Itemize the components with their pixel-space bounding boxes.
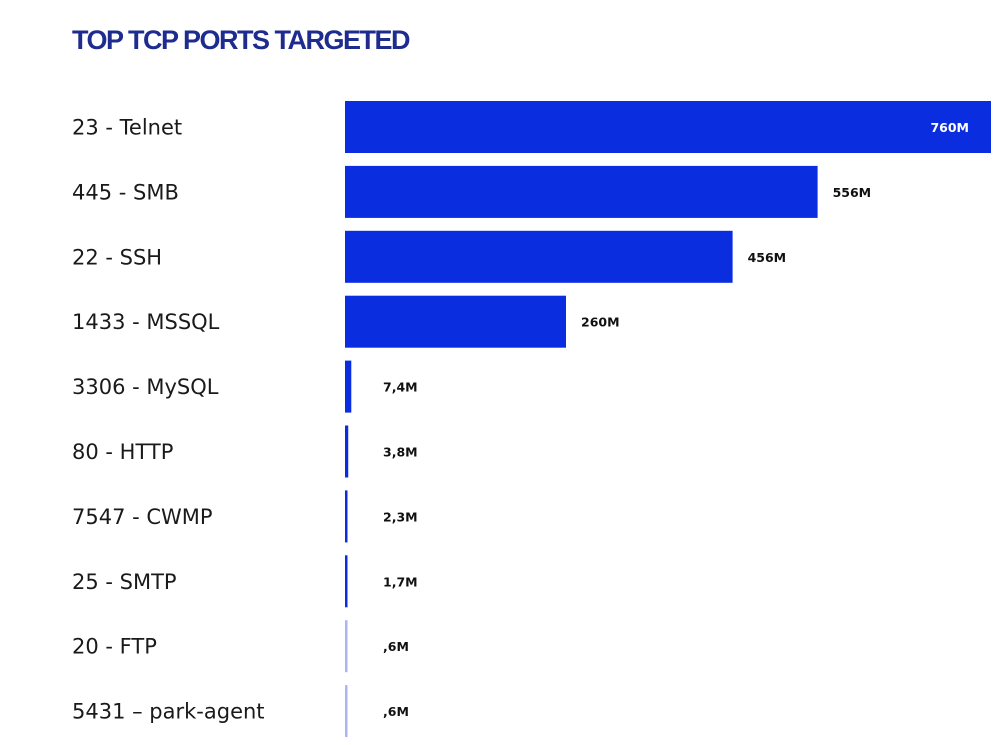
value-label-445-smb: 556M bbox=[833, 185, 872, 200]
value-label-20-ftp: ,6M bbox=[383, 639, 409, 654]
category-label-25-smtp: 25 - SMTP bbox=[72, 570, 177, 594]
category-label-3306-mysql: 3306 - MySQL bbox=[72, 375, 219, 399]
category-label-80-http: 80 - HTTP bbox=[72, 440, 173, 464]
category-label-7547-cwmp: 7547 - CWMP bbox=[72, 505, 213, 529]
bar-80-http bbox=[345, 425, 349, 478]
category-label-5431-park-agent: 5431 – park-agent bbox=[72, 700, 265, 724]
bar-20-ftp bbox=[345, 620, 348, 673]
bar-25-smtp bbox=[345, 555, 348, 608]
value-label-5431-park-agent: ,6M bbox=[383, 704, 409, 719]
value-label-23-telnet: 760M bbox=[930, 120, 969, 135]
value-label-3306-mysql: 7,4M bbox=[383, 380, 418, 395]
bar-445-smb bbox=[345, 165, 818, 218]
bar-22-ssh bbox=[345, 230, 733, 283]
value-label-80-http: 3,8M bbox=[383, 445, 418, 460]
category-label-445-smb: 445 - SMB bbox=[72, 180, 179, 204]
bar-5431-park-agent bbox=[345, 685, 348, 738]
chart-title: TOP TCP PORTS TARGETED bbox=[72, 25, 411, 55]
value-label-25-smtp: 1,7M bbox=[383, 574, 418, 589]
category-label-20-ftp: 20 - FTP bbox=[72, 635, 157, 659]
category-label-22-ssh: 22 - SSH bbox=[72, 245, 162, 269]
bar-3306-mysql bbox=[345, 360, 352, 413]
category-label-1433-mssql: 1433 - MSSQL bbox=[72, 310, 220, 334]
bar-23-telnet bbox=[345, 101, 991, 153]
value-label-22-ssh: 456M bbox=[748, 250, 787, 265]
value-label-1433-mssql: 260M bbox=[581, 315, 620, 330]
category-label-23-telnet: 23 - Telnet bbox=[72, 116, 182, 140]
bar-1433-mssql bbox=[345, 295, 566, 348]
bar-7547-cwmp bbox=[345, 490, 348, 543]
value-label-7547-cwmp: 2,3M bbox=[383, 509, 418, 524]
